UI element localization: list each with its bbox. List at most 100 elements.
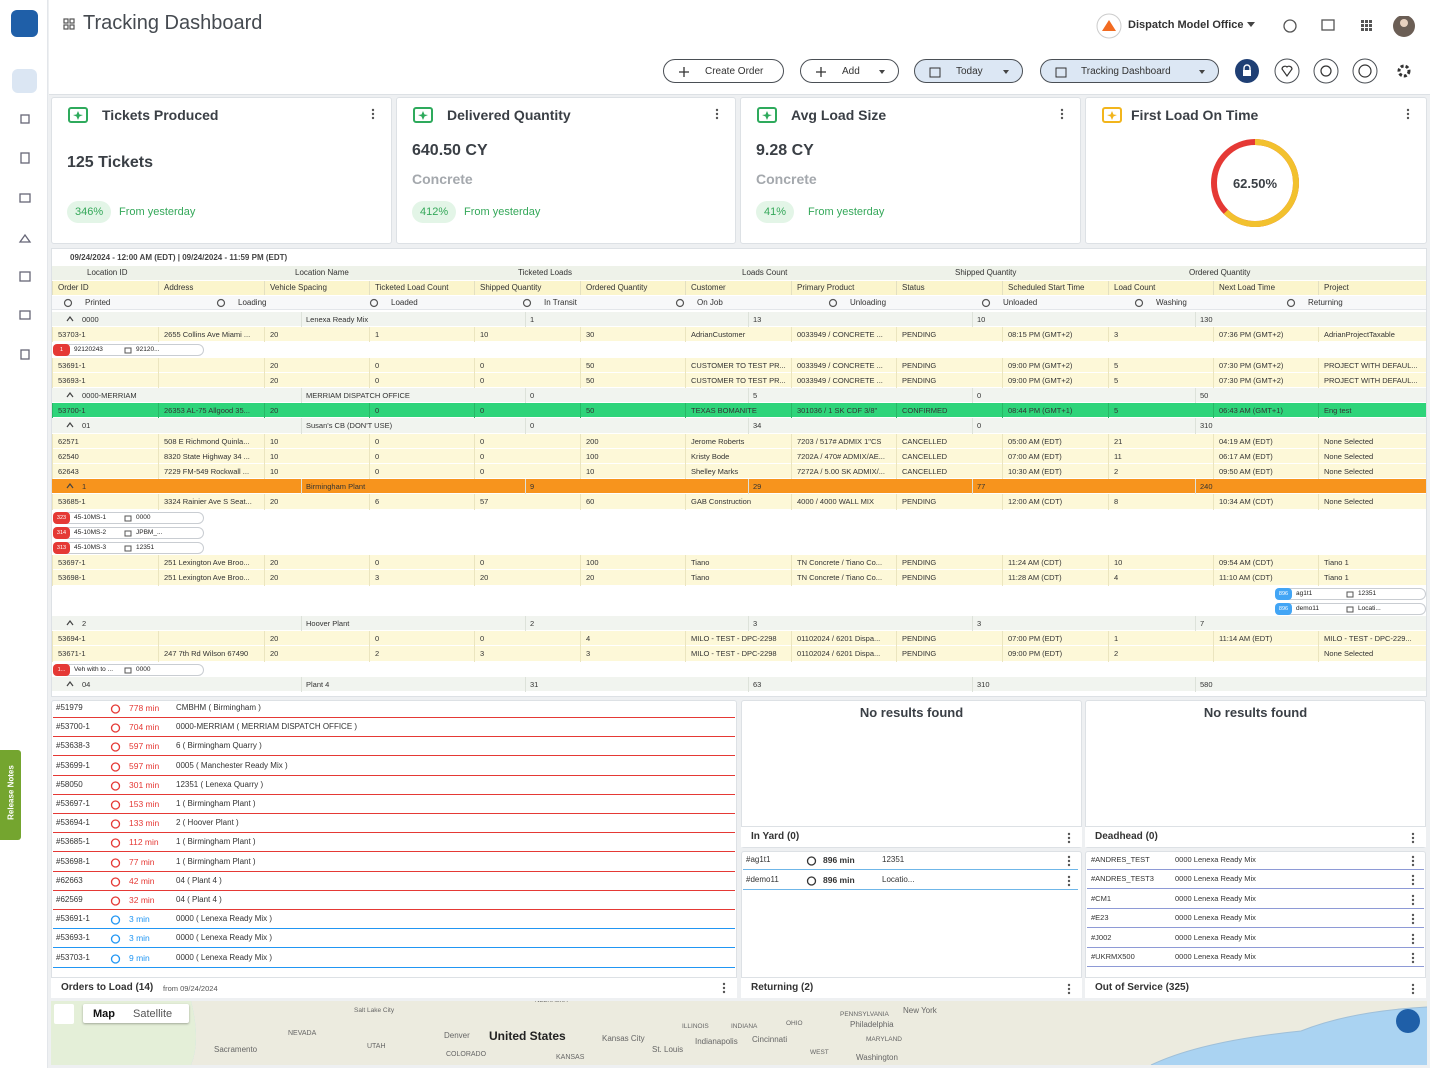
order-id[interactable]: #53691-1 bbox=[56, 914, 90, 924]
button-label[interactable]: Add bbox=[842, 66, 860, 77]
chip-badge[interactable]: 323 bbox=[53, 511, 70, 524]
office-name[interactable]: Dispatch Model Office bbox=[1128, 19, 1244, 31]
chip-badge[interactable]: 1 bbox=[53, 344, 70, 357]
chip-vehicle[interactable]: 45-10MS-1 bbox=[74, 513, 107, 521]
vehicle-id[interactable]: #E23 bbox=[1091, 913, 1109, 923]
chip-vehicle[interactable]: Veh with to ... bbox=[74, 665, 114, 673]
vehicle-chip[interactable]: 896 ag1t1 12351 bbox=[1275, 587, 1426, 600]
kebab-menu[interactable] bbox=[1411, 913, 1415, 925]
kebab-menu[interactable] bbox=[1067, 832, 1071, 844]
chip-location[interactable]: JPBM_... bbox=[136, 528, 163, 536]
kebab-menu[interactable] bbox=[722, 982, 726, 994]
chip-vehicle[interactable]: 92120243 bbox=[74, 346, 103, 354]
button-label[interactable]: Tracking Dashboard bbox=[1081, 66, 1171, 77]
vehicle-id[interactable]: #UKRMX500 bbox=[1091, 952, 1135, 961]
vehicle-chip[interactable]: 323 45-10MS-1 0000 bbox=[53, 511, 204, 524]
toolbar-button[interactable]: Today bbox=[914, 59, 1023, 83]
dropdown-caret[interactable] bbox=[1246, 21, 1256, 29]
chip-location[interactable]: 12351 bbox=[136, 544, 155, 551]
order-id[interactable]: #51979 bbox=[56, 703, 83, 712]
chip-vehicle[interactable]: 45-10MS-3 bbox=[74, 544, 107, 551]
chip-vehicle[interactable]: ag1t1 bbox=[1296, 589, 1313, 597]
chip-badge[interactable]: 314 bbox=[53, 526, 70, 539]
nav-icons[interactable] bbox=[17, 100, 33, 380]
vehicle-id[interactable]: #CM1 bbox=[1091, 893, 1112, 903]
chip-badge[interactable]: 1... bbox=[53, 663, 70, 676]
vehicle-id[interactable]: #ag1t1 bbox=[746, 855, 771, 864]
order-row: 53693-1 20 0 0 50 CUSTOMER TO TEST PR... 00339… bbox=[52, 372, 1426, 388]
office-logo[interactable] bbox=[1096, 13, 1122, 39]
button-label[interactable]: Create Order bbox=[705, 66, 764, 77]
kebab-menu[interactable] bbox=[1411, 933, 1415, 945]
kebab-menu[interactable] bbox=[1411, 983, 1415, 995]
chip-vehicle[interactable]: 45-10MS-2 bbox=[74, 528, 107, 536]
chip-location[interactable]: 0000 bbox=[136, 665, 151, 673]
kebab-menu[interactable] bbox=[1067, 855, 1071, 867]
release-notes-label[interactable]: Release Notes bbox=[6, 765, 16, 820]
map-type-control[interactable]: Map Satellite bbox=[83, 1004, 189, 1023]
map-type-button[interactable]: Satellite bbox=[133, 1008, 173, 1020]
kebab-menu[interactable] bbox=[1411, 832, 1415, 844]
kebab-menu[interactable] bbox=[1067, 983, 1071, 995]
vehicle-id[interactable]: #ANDRES_TEST3 bbox=[1091, 874, 1154, 884]
kebab-menu[interactable] bbox=[1406, 108, 1410, 120]
kebab-menu[interactable] bbox=[371, 108, 375, 120]
fullscreen-button[interactable] bbox=[54, 1004, 74, 1024]
chip-badge[interactable]: 313 bbox=[53, 542, 70, 554]
toolbar-button[interactable]: Add bbox=[800, 59, 899, 83]
kebab-menu[interactable] bbox=[1411, 894, 1415, 906]
order-cell: 20 bbox=[264, 570, 370, 586]
group-cell: 240 bbox=[1200, 482, 1213, 492]
vehicle-id[interactable]: #ANDRES_TEST bbox=[1091, 855, 1150, 864]
order-id[interactable]: #53703-1 bbox=[56, 952, 90, 962]
vehicle-chip[interactable]: 313 45-10MS-3 12351 bbox=[53, 542, 204, 554]
vehicle-chip[interactable]: 1 92120243 92120... bbox=[53, 344, 204, 357]
vehicle-id[interactable]: #J002 bbox=[1091, 932, 1112, 942]
vehicle-chip[interactable]: 314 45-10MS-2 JPBM_... bbox=[53, 526, 204, 539]
kebab-menu[interactable] bbox=[1411, 952, 1415, 964]
cell-text: 11:28 AM (CDT) bbox=[1008, 573, 1062, 583]
kebab-menu[interactable] bbox=[1067, 875, 1071, 887]
vehicle-id[interactable]: #demo11 bbox=[746, 874, 779, 884]
kebab-menu[interactable] bbox=[1060, 108, 1064, 120]
order-id[interactable]: #53700-1 bbox=[56, 722, 90, 732]
order-cell: 7229 FM-549 Rockwall ... bbox=[158, 464, 264, 480]
chip-badge[interactable]: 896 bbox=[1275, 602, 1292, 615]
order-id[interactable]: #53694-1 bbox=[56, 818, 90, 828]
order-id[interactable]: #53699-1 bbox=[56, 760, 90, 770]
order-id[interactable]: #53685-1 bbox=[56, 837, 90, 847]
order-cell: 2655 Collins Ave Miami ... bbox=[158, 327, 264, 343]
chip-badge[interactable]: 896 bbox=[1275, 587, 1292, 600]
order-id[interactable]: #62663 bbox=[56, 875, 83, 885]
order-id[interactable]: #53698-1 bbox=[56, 856, 90, 866]
nav-active[interactable] bbox=[12, 69, 37, 93]
release-notes-tab[interactable]: Release Notes bbox=[0, 750, 21, 840]
timer-glyph bbox=[110, 742, 121, 753]
chip-location[interactable]: 92120... bbox=[136, 346, 160, 354]
order-id[interactable]: #53693-1 bbox=[56, 933, 90, 943]
kebab-menu[interactable] bbox=[715, 108, 719, 120]
chip-vehicle[interactable]: demo11 bbox=[1296, 604, 1320, 612]
map-menu-button[interactable] bbox=[1396, 1009, 1420, 1033]
toolbar-button[interactable]: Create Order bbox=[663, 59, 784, 83]
order-id[interactable]: #62569 bbox=[56, 895, 83, 904]
order-id[interactable]: #58050 bbox=[56, 779, 83, 789]
toolbar-button[interactable]: Tracking Dashboard bbox=[1040, 59, 1219, 83]
chip-location[interactable]: 0000 bbox=[136, 513, 151, 521]
order-id[interactable]: #53697-1 bbox=[56, 799, 90, 808]
header-icons[interactable] bbox=[1282, 16, 1422, 38]
logo[interactable] bbox=[11, 10, 38, 37]
order-cell: 0 bbox=[369, 403, 475, 419]
toolbar-icons[interactable] bbox=[1234, 58, 1414, 84]
kebab-menu[interactable] bbox=[1411, 855, 1415, 867]
order-id[interactable]: #53638-3 bbox=[56, 741, 90, 751]
cell-text: None Selected bbox=[1324, 497, 1374, 507]
vehicle-chip[interactable]: 1... Veh with to ... 0000 bbox=[53, 663, 204, 676]
chip-location[interactable]: 12351 bbox=[1358, 589, 1377, 597]
chip-location[interactable]: Locati... bbox=[1358, 604, 1381, 612]
map-type-button[interactable]: Map bbox=[93, 1008, 115, 1020]
kebab-dot bbox=[1411, 863, 1415, 867]
kebab-menu[interactable] bbox=[1411, 874, 1415, 886]
vehicle-chip[interactable]: 896 demo11 Locati... bbox=[1275, 602, 1426, 615]
button-label[interactable]: Today bbox=[956, 66, 983, 77]
